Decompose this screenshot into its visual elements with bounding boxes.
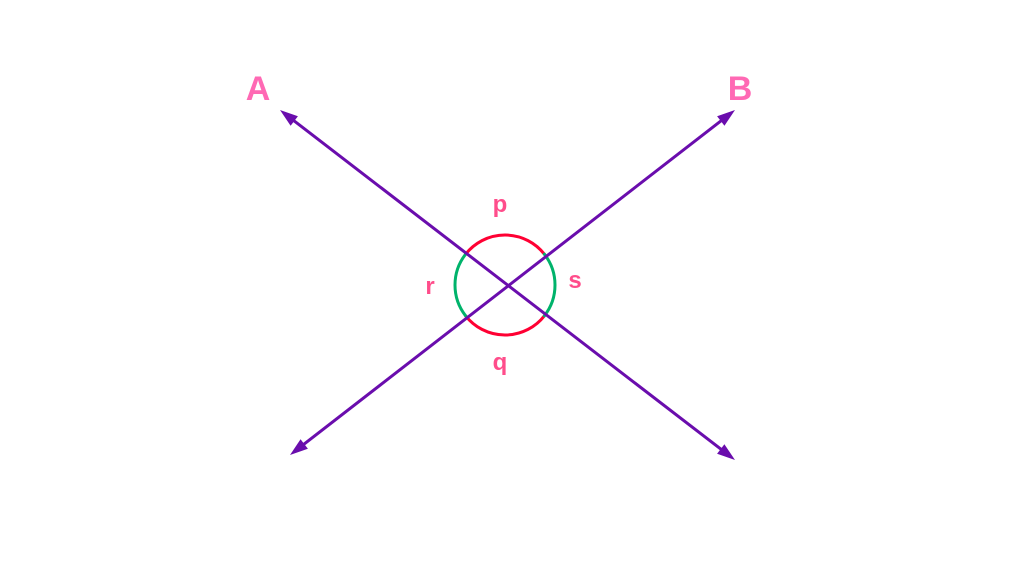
line-label-B: B (728, 70, 753, 108)
angle-label-q: q (493, 349, 508, 376)
angle-label-s: s (568, 267, 581, 294)
line-label-A: A (246, 70, 271, 108)
angle-label-r: r (425, 273, 434, 300)
angle-label-p: p (493, 191, 508, 218)
intersecting-lines-diagram: A Bp q r s (0, 0, 1024, 576)
